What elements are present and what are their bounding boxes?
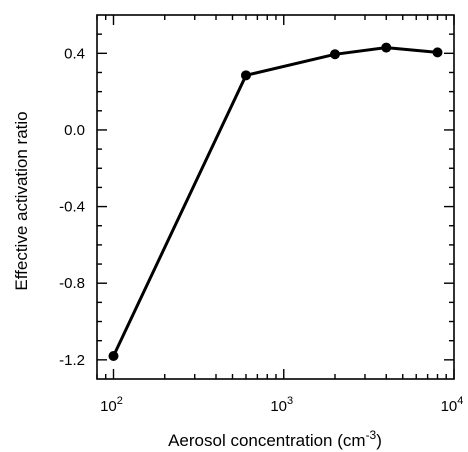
- x-tick-label-base: 10: [270, 398, 287, 415]
- data-point: [108, 351, 119, 362]
- x-tick-label: 103: [270, 395, 293, 415]
- y-tick-label: 0.4: [64, 45, 85, 62]
- y-axis-title: Effective activation ratio: [12, 111, 31, 290]
- y-tick-label: -1.2: [59, 352, 85, 369]
- y-tick-label: 0.0: [64, 122, 85, 139]
- y-tick-labels: 0.4 0.0 -0.4 -0.8 -1.2: [59, 45, 85, 369]
- data-point: [432, 47, 443, 58]
- x-axis-title-close: ): [376, 431, 382, 450]
- x-tick-labels: 102 103 104: [100, 395, 463, 415]
- x-axis-title: Aerosol concentration (cm-3): [168, 428, 382, 450]
- x-axis-title-text: Aerosol concentration (cm: [168, 431, 365, 450]
- x-tick-label-exponent: 2: [117, 395, 123, 407]
- series-line: [112, 46, 438, 357]
- x-tick-label-exponent: 3: [287, 395, 293, 407]
- data-point: [240, 70, 251, 81]
- y-tick-label: -0.8: [59, 275, 85, 292]
- minor-ticks: [96, 15, 454, 379]
- series-group: [108, 42, 443, 362]
- major-ticks: [97, 15, 455, 379]
- x-tick-label: 102: [100, 395, 123, 415]
- x-tick-label-exponent: 4: [457, 395, 463, 407]
- x-tick-label-base: 10: [441, 398, 458, 415]
- x-axis-title-exponent: -3: [366, 428, 377, 442]
- data-point: [330, 49, 340, 60]
- x-tick-label: 104: [441, 395, 464, 415]
- y-tick-label: -0.4: [59, 199, 85, 216]
- data-point: [381, 42, 392, 53]
- x-tick-label-base: 10: [100, 398, 117, 415]
